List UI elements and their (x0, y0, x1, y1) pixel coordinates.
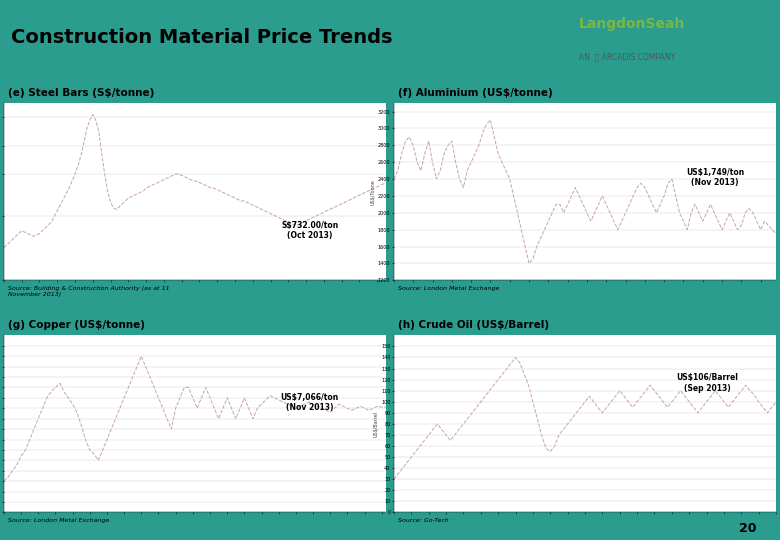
Text: S$732.00/ton
(Oct 2013): S$732.00/ton (Oct 2013) (281, 221, 339, 240)
Y-axis label: US$/Barrel: US$/Barrel (374, 411, 378, 437)
Text: LangdonSeah: LangdonSeah (579, 17, 686, 31)
Text: Source: London Metal Exchange: Source: London Metal Exchange (8, 518, 109, 523)
Text: US$106/Barrel
(Sep 2013): US$106/Barrel (Sep 2013) (676, 374, 738, 393)
Text: Source: Go-Tech: Source: Go-Tech (398, 518, 448, 523)
Text: US$7,066/ton
(Nov 2013): US$7,066/ton (Nov 2013) (281, 393, 339, 413)
Text: US$1,749/ton
(Nov 2013): US$1,749/ton (Nov 2013) (686, 168, 744, 187)
Y-axis label: US$/Tonne: US$/Tonne (370, 179, 375, 205)
Text: (g) Copper (US$/tonne): (g) Copper (US$/tonne) (8, 320, 145, 330)
Text: Source: London Metal Exchange: Source: London Metal Exchange (398, 286, 499, 291)
Text: Source: Building & Construction Authority (as at 11
November 2013): Source: Building & Construction Authorit… (8, 286, 169, 296)
Text: 20: 20 (739, 522, 757, 535)
Text: Construction Material Price Trends: Construction Material Price Trends (11, 28, 393, 48)
Text: (f) Aluminium (US$/tonne): (f) Aluminium (US$/tonne) (398, 88, 552, 98)
Text: (h) Crude Oil (US$/Barrel): (h) Crude Oil (US$/Barrel) (398, 320, 549, 330)
Text: (e) Steel Bars (S$/tonne): (e) Steel Bars (S$/tonne) (8, 88, 154, 98)
Text: AN  Ⓜ ARCADIS COMPANY: AN Ⓜ ARCADIS COMPANY (579, 52, 675, 61)
